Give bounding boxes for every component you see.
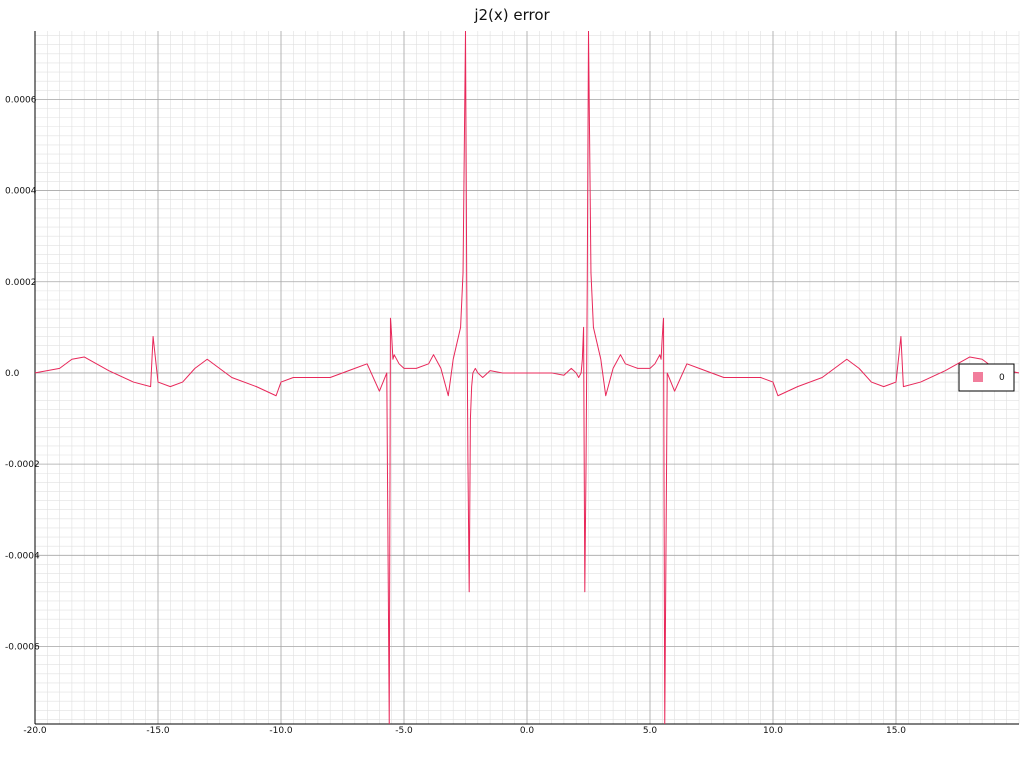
y-tick-label: -0.0002 xyxy=(5,460,40,470)
series-line xyxy=(35,31,1019,724)
y-tick-label: -0.0006 xyxy=(5,642,40,652)
x-tick-labels: -20.0 -15.0 -10.0 -5.0 0.0 5.0 10.0 15.0 xyxy=(23,726,906,736)
legend-swatch xyxy=(973,372,983,382)
x-tick-label: -10.0 xyxy=(269,726,293,736)
y-tick-label: -0.0004 xyxy=(5,551,40,561)
y-tick-label: 0.0 xyxy=(5,369,20,379)
legend-label: 0 xyxy=(999,373,1005,383)
x-tick-label: -20.0 xyxy=(23,726,47,736)
legend-box xyxy=(958,363,1015,392)
x-tick-label: 5.0 xyxy=(643,726,658,736)
y-tick-label: 0.0002 xyxy=(5,278,37,288)
major-grid xyxy=(34,31,1019,724)
y-tick-label: 0.0006 xyxy=(5,95,37,105)
x-tick-label: 15.0 xyxy=(886,726,906,736)
axes xyxy=(34,31,1019,725)
x-tick-label: -15.0 xyxy=(146,726,170,736)
x-tick-label: -5.0 xyxy=(395,726,413,736)
y-tick-label: 0.0004 xyxy=(5,187,37,197)
x-tick-label: 0.0 xyxy=(520,726,535,736)
chart-title: j2(x) error xyxy=(474,6,550,24)
y-tick-labels: 0.0006 0.0004 0.0002 0.0 -0.0002 -0.0004 -0.00… xyxy=(5,95,40,652)
x-tick-label: 10.0 xyxy=(763,726,783,736)
legend: 0 xyxy=(958,363,1015,392)
series-layer xyxy=(35,31,1019,724)
